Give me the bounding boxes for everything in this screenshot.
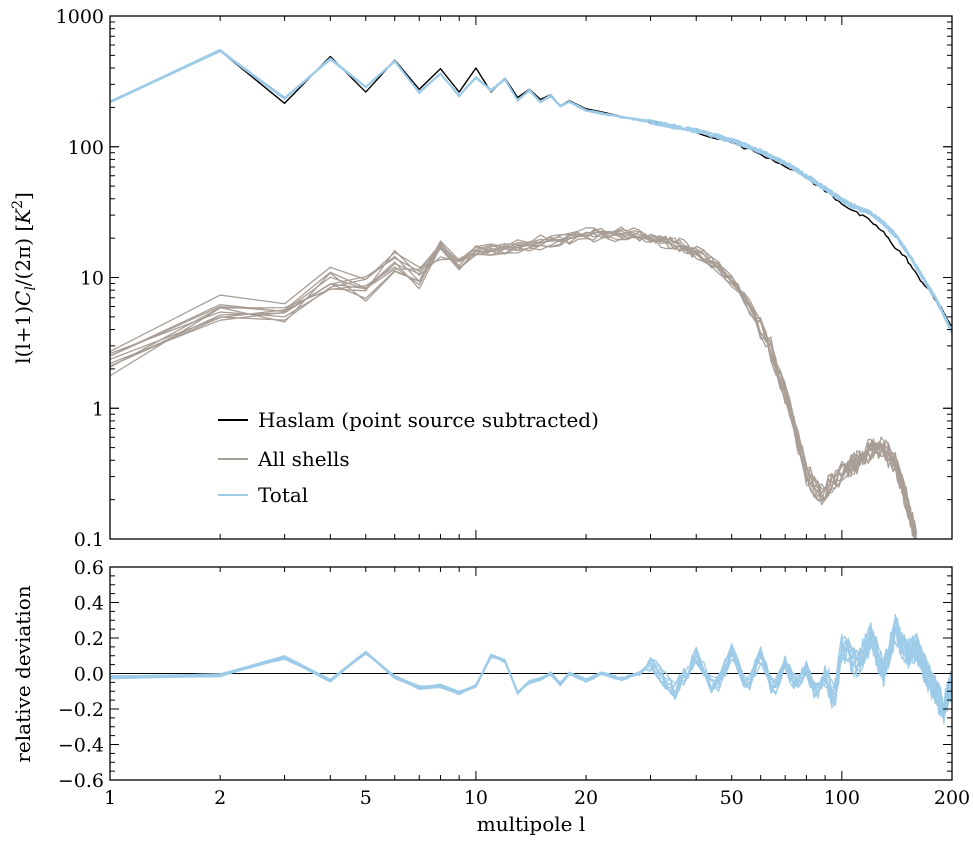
bottom-series-layer [110,613,952,725]
bottom-y-axis-label: relative deviation [11,585,35,762]
all-shells-group [110,226,918,539]
legend: Haslam (point source subtracted) All she… [218,408,599,507]
top-y-tick-label-1000: 1000 [56,6,104,28]
bottom-panel: 1 2 5 10 20 50 100 2000.60.40.20.0−0.2−0.4−0.6 … [11,557,970,836]
all-shells-line-10 [110,227,917,539]
legend-item-haslam: Haslam (point source subtracted) [218,408,599,432]
ylabel-c: C [11,291,35,306]
all-shells-line-3 [110,231,916,539]
top-y-tick-label-1: 1 [92,398,104,420]
bottom-y-tick-label: 0.6 [74,557,104,579]
all-shells-line-4 [110,230,917,536]
legend-label-haslam: Haslam (point source subtracted) [258,408,599,432]
top-y-tick-label-10: 10 [80,268,104,290]
ylabel-sup: 2 [10,200,26,209]
ylabel-pre: l(l+1) [11,306,35,364]
x-tick-label-50: 50 [720,787,744,809]
top-panel: 0.1 1 10 100 1000 l(l+1)Cl/(2π) [K2] Haslam … [10,6,953,551]
deviation-line-10 [110,625,952,709]
legend-item-all-shells: All shells [218,447,350,471]
total-line-10 [110,50,952,332]
ylabel-mid: /(2π) [ [11,224,35,286]
all-shells-line-9 [110,226,918,534]
x-tick-label-2: 2 [214,787,226,809]
ylabel-sub: l [23,286,39,290]
ylabel-post: ] [11,192,35,200]
bottom-y-tick-label: 0.2 [74,628,104,650]
bottom-y-tick-label: −0.2 [58,699,104,721]
top-plot-frame [109,15,953,540]
legend-item-total: Total [218,483,308,507]
x-tick-label-1: 1 [104,787,116,809]
deviation-line-9 [110,613,952,720]
ylabel-k: K [11,208,35,225]
legend-label-total: Total [258,483,308,507]
top-series-layer [110,48,952,539]
x-tick-label-5: 5 [360,787,372,809]
all-shells-line-6 [110,231,918,536]
all-shells-line-5 [110,231,917,539]
deviation-line-3 [110,620,952,711]
x-tick-label-20: 20 [574,787,598,809]
top-y-axis-label: l(l+1)Cl/(2π) [K2] [10,192,39,364]
total-group [110,48,952,335]
top-tick-layer: 0.1 1 10 100 1000 [56,6,953,551]
x-tick-label-10: 10 [464,787,488,809]
top-y-tick-label-100: 100 [68,137,104,159]
all-shells-line-8 [110,230,918,539]
x-axis-label: multipole l [477,812,586,836]
top-y-tick-label-0.1: 0.1 [74,529,104,551]
bottom-y-tick-label: 0.0 [74,664,104,686]
x-tick-label-100: 100 [824,787,860,809]
bottom-y-tick-label: −0.4 [58,735,104,757]
bottom-tick-layer: 1 2 5 10 20 50 100 200 0.6 0.4 0.2 0.0 −0.2 −0.4 −0.6 [58,557,970,809]
bottom-y-tick-label: 0.4 [74,593,104,615]
legend-label-all-shells: All shells [257,447,350,471]
all-shells-line-7 [110,228,917,539]
bottom-y-tick-label: −0.6 [58,770,104,792]
x-tick-label-200: 200 [934,787,970,809]
all-shells-line-1 [110,234,918,539]
deviation-group [110,613,952,725]
